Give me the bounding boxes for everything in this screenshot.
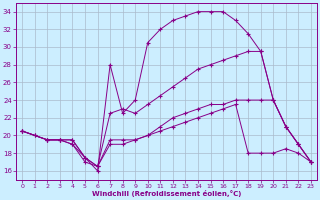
X-axis label: Windchill (Refroidissement éolien,°C): Windchill (Refroidissement éolien,°C) [92, 190, 241, 197]
